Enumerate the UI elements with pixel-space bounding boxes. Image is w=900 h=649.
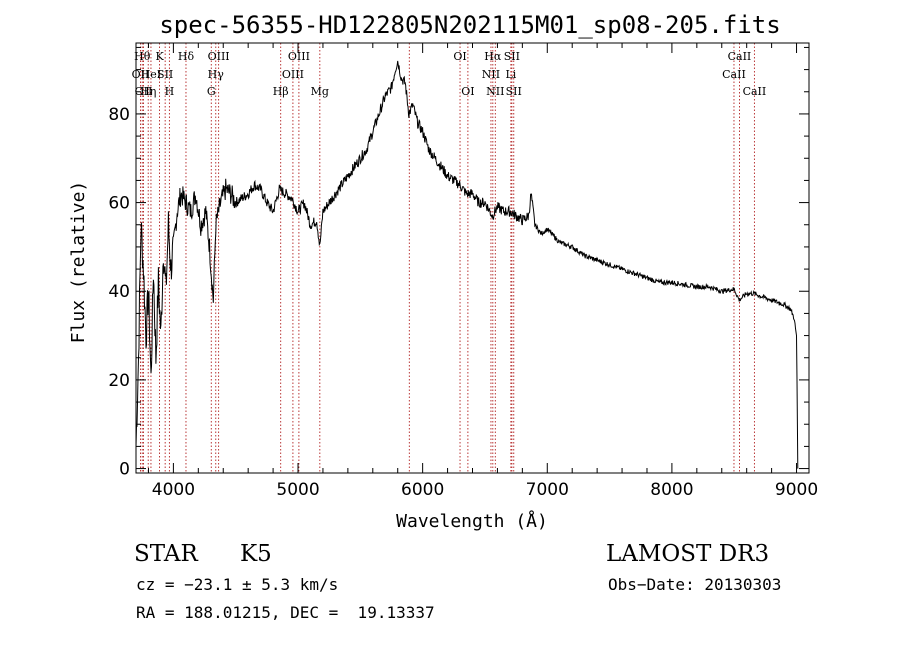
y-tick-label: 80 xyxy=(108,105,130,125)
line-marker-label: SII xyxy=(157,68,173,81)
redshift-velocity: cz = −23.1 ± 5.3 km/s xyxy=(136,575,339,594)
line-marker-label: Hδ xyxy=(178,50,195,63)
line-marker-label: Hα xyxy=(484,50,502,63)
series-flux xyxy=(135,60,799,469)
line-marker-label: OIII xyxy=(282,68,304,81)
x-tick-label: 8000 xyxy=(650,480,693,500)
line-marker-label: OII xyxy=(135,85,153,98)
y-tick-label: 40 xyxy=(108,282,130,302)
line-marker-label: Mg xyxy=(311,85,329,98)
x-tick-label: 4000 xyxy=(152,480,195,500)
line-marker-label: Hγ xyxy=(208,68,225,81)
survey-name: LAMOST DR3 xyxy=(606,541,770,567)
line-marker-label: Hθ xyxy=(134,50,151,63)
line-marker-label-layer: HθOIIOIIHηHeIKSIIHHδGHγOIIIHβOIIIOIIIMgO… xyxy=(132,50,767,98)
line-marker-layer xyxy=(140,43,755,473)
line-marker-label: H xyxy=(165,85,175,98)
line-marker-label: HeI xyxy=(141,68,161,81)
line-marker-label: OI xyxy=(461,85,474,98)
line-marker-label: OIII xyxy=(208,50,230,63)
y-tick-label: 0 xyxy=(119,460,130,480)
line-marker-label: Li xyxy=(505,68,516,81)
x-tick-label: 9000 xyxy=(775,480,818,500)
x-tick-label: 5000 xyxy=(276,480,319,500)
line-marker-label: NII xyxy=(486,85,504,98)
y-tick-label: 60 xyxy=(108,194,130,214)
plot-frame xyxy=(135,42,810,474)
line-marker-label: CaII xyxy=(743,85,767,98)
chart-title: spec-56355-HD122805N202115M01_sp08-205.f… xyxy=(159,11,780,39)
observation-date: Obs−Date: 20130303 xyxy=(608,575,782,594)
line-marker-label: Hβ xyxy=(273,85,289,98)
line-marker-label: G xyxy=(207,85,216,98)
line-marker-label: SII xyxy=(506,85,522,98)
object-class: STAR xyxy=(134,541,198,567)
x-tick-label: 7000 xyxy=(526,480,569,500)
line-marker-label: OI xyxy=(453,50,466,63)
line-marker-label: OIII xyxy=(288,50,310,63)
y-axis-label: Flux (relative) xyxy=(68,181,89,344)
y-tick-label: 20 xyxy=(108,371,130,391)
line-marker-label: SII xyxy=(504,50,520,63)
coordinates: RA = 188.01215, DEC = 19.13337 xyxy=(136,603,435,622)
x-axis-label: Wavelength (Å) xyxy=(396,510,548,532)
object-subclass: K5 xyxy=(240,541,272,567)
line-marker-label: K xyxy=(155,50,164,63)
spectrum-layer xyxy=(135,60,799,469)
x-tick-label: 6000 xyxy=(401,480,444,500)
line-marker-label: NII xyxy=(482,68,500,81)
line-marker-label: CaII xyxy=(728,50,752,63)
axis-ticks: 4000 5000 6000 7000 8000 9000 0 20 40 60 80 xyxy=(108,43,818,500)
line-marker-label: CaII xyxy=(722,68,746,81)
line-marker-label: Hη xyxy=(140,85,156,98)
